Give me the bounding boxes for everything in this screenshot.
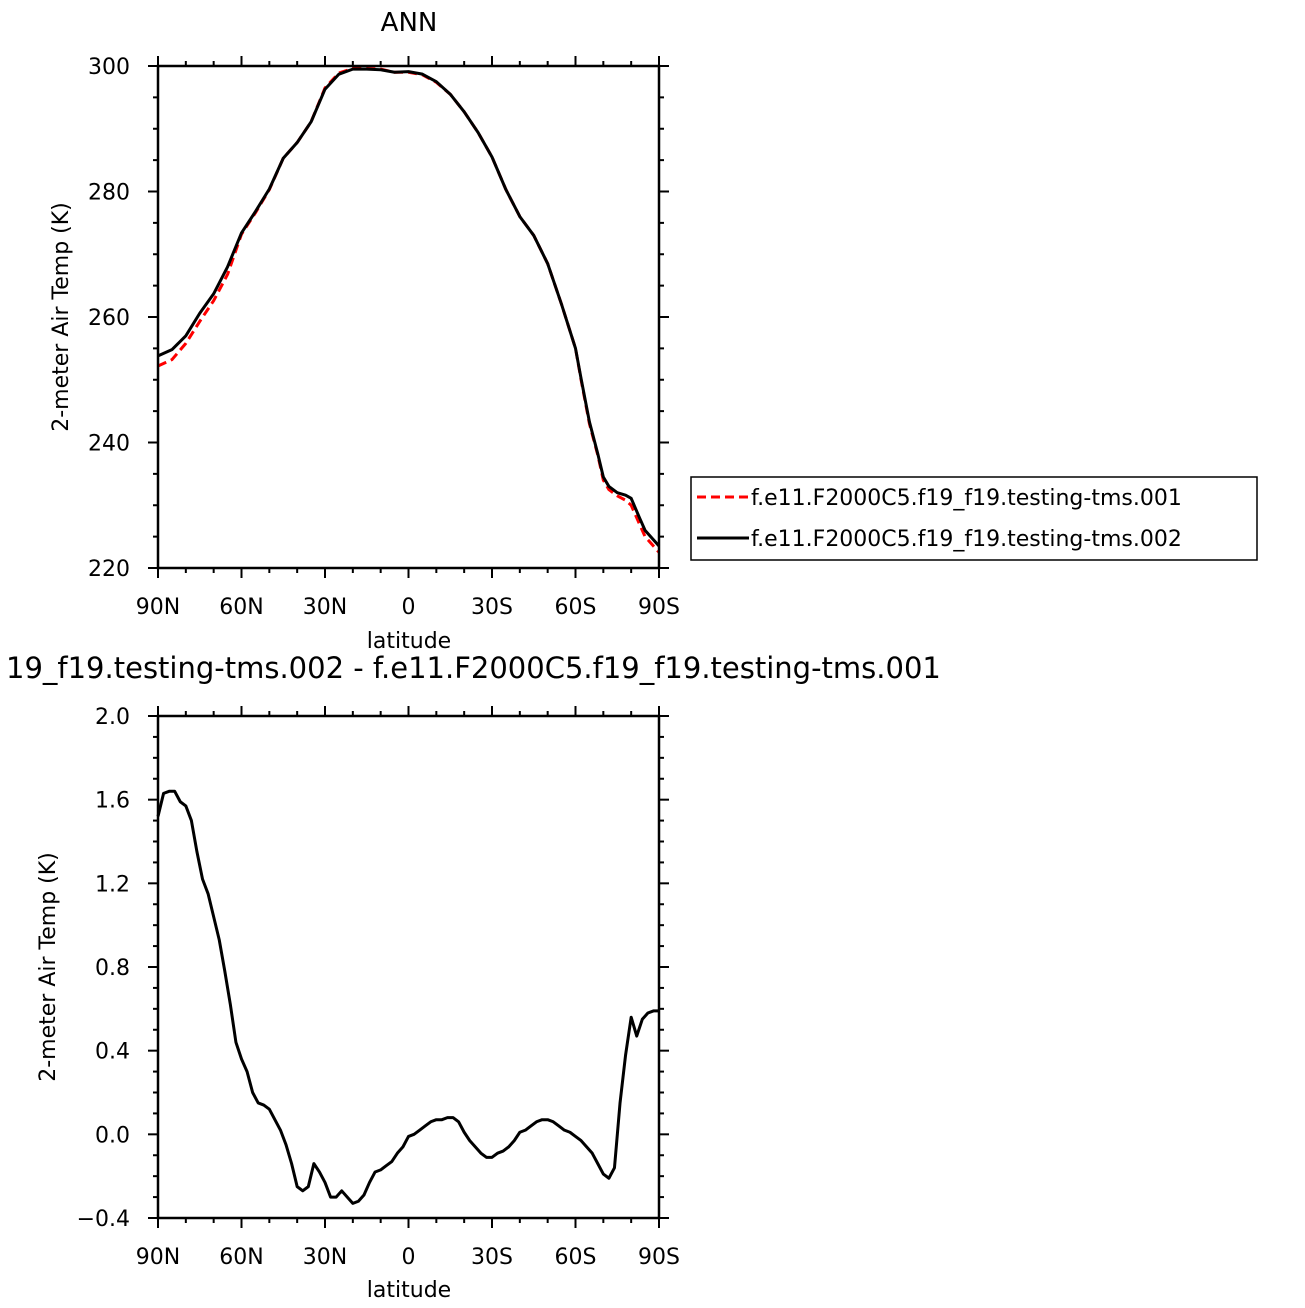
top-y-tick-label: 280 bbox=[88, 181, 130, 206]
top-panel: ANN 90N 60N 30N 0 30S 60S 90S 220 240 260 280 300 l… bbox=[49, 8, 680, 654]
top-x-axis-label: latitude bbox=[367, 629, 451, 654]
top-x-tick-label: 90N bbox=[136, 595, 180, 620]
bottom-x-tick-label: 0 bbox=[402, 1245, 416, 1270]
top-x-tick-label: 90S bbox=[638, 595, 680, 620]
bottom-x-tick-label: 30N bbox=[303, 1245, 347, 1270]
bottom-series-line-1 bbox=[156, 789, 659, 1205]
bottom-y-tick-label: 0.8 bbox=[95, 956, 130, 981]
top-y-tick-label: 300 bbox=[88, 55, 130, 80]
top-x-tick-label: 30S bbox=[471, 595, 513, 620]
bottom-y-tick-label: −0.4 bbox=[77, 1207, 130, 1232]
bottom-x-tick-label: 60N bbox=[219, 1245, 263, 1270]
bottom-panel: 19_f19.testing-tms.002 - f.e11.F2000C5.f… bbox=[6, 651, 941, 1303]
bottom-y-tick-label: 0.0 bbox=[95, 1123, 130, 1148]
bottom-x-tick-label: 30S bbox=[471, 1245, 513, 1270]
legend: f.e11.F2000C5.f19_f19.testing-tms.001 f.… bbox=[690, 476, 1258, 561]
top-y-axis-label: 2-meter Air Temp (K) bbox=[49, 202, 74, 432]
top-ticks: 90N 60N 30N 0 30S 60S 90S 220 240 260 280 300 bbox=[88, 55, 680, 620]
bottom-x-tick-label: 90N bbox=[136, 1245, 180, 1270]
legend-label-series-1: f.e11.F2000C5.f19_f19.testing-tms.001 bbox=[751, 486, 1182, 511]
top-y-tick-label: 220 bbox=[88, 557, 130, 582]
top-y-tick-label: 240 bbox=[88, 432, 130, 457]
top-plot-frame bbox=[156, 64, 661, 570]
bottom-chart-title: 19_f19.testing-tms.002 - f.e11.F2000C5.f… bbox=[6, 651, 941, 685]
legend-box bbox=[690, 476, 1258, 561]
bottom-y-tick-label: 0.4 bbox=[95, 1040, 130, 1065]
top-series-line-1 bbox=[157, 67, 661, 554]
bottom-x-tick-label: 90S bbox=[638, 1245, 680, 1270]
top-series-group bbox=[157, 67, 661, 554]
bottom-series-group bbox=[156, 789, 659, 1205]
top-x-tick-label: 0 bbox=[402, 595, 416, 620]
bottom-ticks: 90N 60N 30N 0 30S 60S 90S −0.4 0.0 0.4 0.8 1.2 1.6 2.… bbox=[77, 705, 680, 1270]
top-x-tick-label: 60S bbox=[555, 595, 597, 620]
bottom-y-tick-label: 2.0 bbox=[95, 705, 130, 730]
bottom-y-tick-label: 1.2 bbox=[95, 872, 130, 897]
bottom-y-axis-label: 2-meter Air Temp (K) bbox=[36, 852, 61, 1082]
bottom-y-tick-label: 1.6 bbox=[95, 789, 130, 814]
bottom-x-axis-label: latitude bbox=[367, 1278, 451, 1303]
top-series-line-2 bbox=[157, 67, 661, 548]
top-chart-title: ANN bbox=[381, 8, 438, 38]
legend-label-series-2: f.e11.F2000C5.f19_f19.testing-tms.002 bbox=[751, 527, 1182, 552]
top-x-tick-label: 30N bbox=[303, 595, 347, 620]
top-y-tick-label: 260 bbox=[88, 306, 130, 331]
top-x-tick-label: 60N bbox=[219, 595, 263, 620]
bottom-x-tick-label: 60S bbox=[555, 1245, 597, 1270]
